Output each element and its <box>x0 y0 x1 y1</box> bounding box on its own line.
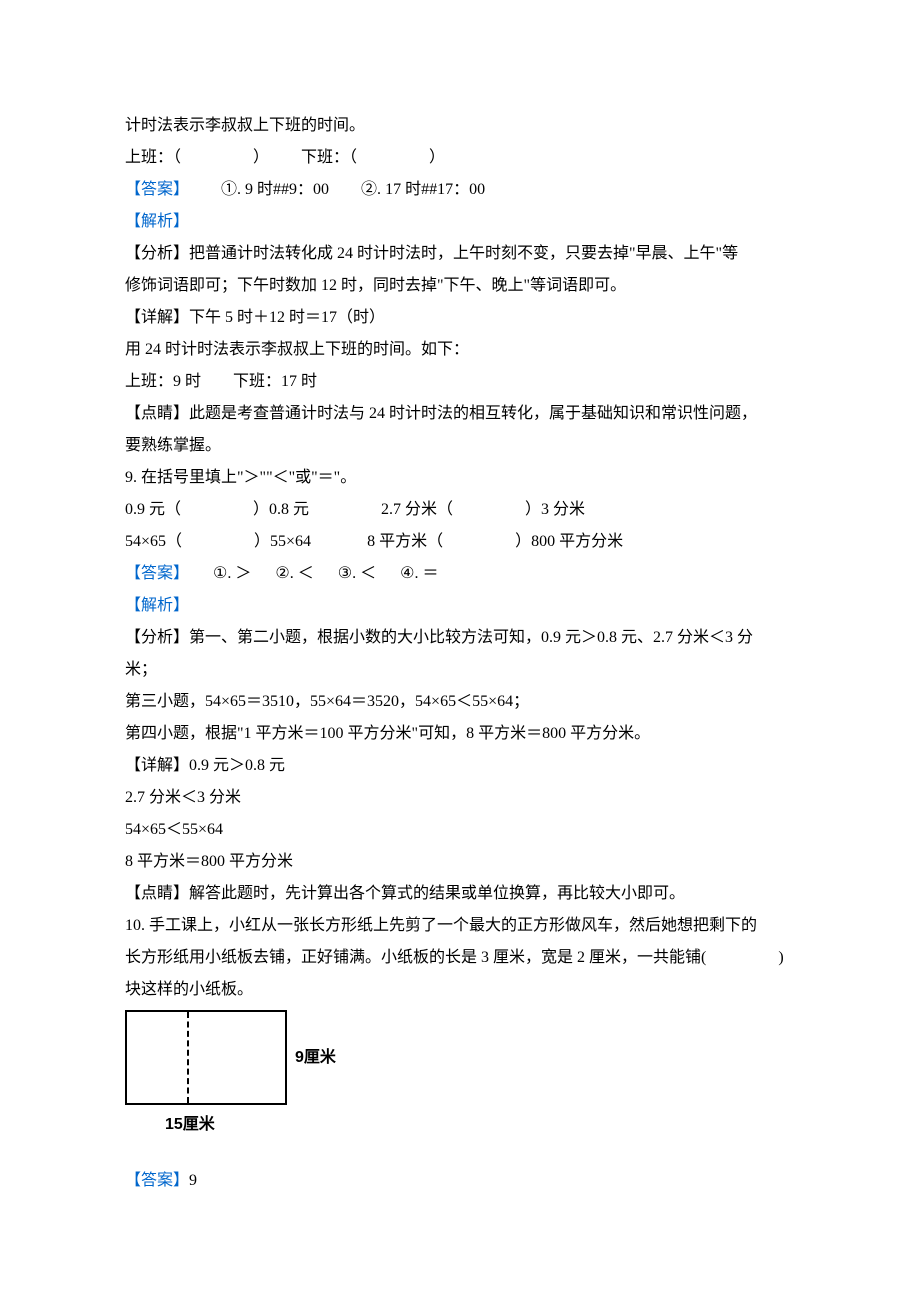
rect-right-part <box>189 1012 285 1103</box>
q9-row2: 54×65（ ）55×64 8 平方米（ ）800 平方分米 <box>125 526 795 558</box>
ans9-v3: ＜ <box>360 565 376 582</box>
explain-1-p1: 【点睛】此题是考查普通计时法与 24 时计时法的相互转化，属于基础知识和常识性问… <box>125 398 795 430</box>
explain-9-d2: 2.7 分米＜3 分米 <box>125 782 795 814</box>
explain-1-d3b: 下班：17 时 <box>233 373 317 390</box>
explain-label: 【解析】 <box>125 597 189 614</box>
answer-10: 【答案】9 <box>125 1165 795 1197</box>
q10-l2b: ) <box>778 949 783 966</box>
q10-line-2: 长方形纸用小纸板去铺，正好铺满。小纸板的长是 3 厘米，宽是 2 厘米，一共能铺… <box>125 942 795 974</box>
q9-r1b-post: ）3 分米 <box>525 501 585 518</box>
q9-r1b-pre: 2.7 分米（ <box>381 501 453 518</box>
q9-r2a-pre: 54×65（ <box>125 533 182 550</box>
q10-l2a: 长方形纸用小纸板去铺，正好铺满。小纸板的长是 3 厘米，宽是 2 厘米，一共能铺… <box>125 949 706 966</box>
explain-1-a1: 【分析】把普通计时法转化成 24 时计时法时，上午时刻不变，只要去掉"早晨、上午… <box>125 238 795 270</box>
intro-line-2: 上班：（ ） 下班：（ ） <box>125 142 795 174</box>
ans9-v2: ＜ <box>298 565 314 582</box>
q9-r2b-pre: 8 平方米（ <box>367 533 443 550</box>
explain-1-p2: 要熟练掌握。 <box>125 430 795 462</box>
explain-9-d3: 54×65＜55×64 <box>125 814 795 846</box>
explain-1-a2: 修饰词语即可；下午时数加 12 时，同时去掉"下午、晚上"等词语即可。 <box>125 270 795 302</box>
q10-line-1: 10. 手工课上，小红从一张长方形纸上先剪了一个最大的正方形做风车，然后她想把剩… <box>125 910 795 942</box>
q10-figure: 9厘米 15厘米 <box>125 1010 795 1141</box>
ans10-val: 9 <box>189 1172 197 1189</box>
explain-9-d4: 8 平方米＝800 平方分米 <box>125 846 795 878</box>
answer-label: 【答案】 <box>125 1172 189 1189</box>
q9-r2b-post: ）800 平方分米 <box>515 533 623 550</box>
explain-9-label: 【解析】 <box>125 590 795 622</box>
ans9-v4: ＝ <box>422 565 438 582</box>
answer-label: 【答案】 <box>125 565 189 582</box>
q9-title: 9. 在括号里填上"＞""＜"或"＝"。 <box>125 462 795 494</box>
q9-row1: 0.9 元（ ）0.8 元 2.7 分米（ ）3 分米 <box>125 494 795 526</box>
ans1-num2: ②. <box>361 181 381 198</box>
figure-height-label: 9厘米 <box>295 1042 336 1074</box>
work-off-prefix: 下班：（ <box>301 149 357 166</box>
intro-line-1: 计时法表示李叔叔上下班的时间。 <box>125 110 795 142</box>
work-on-prefix: 上班：（ <box>125 149 181 166</box>
work-off-close: ） <box>429 149 445 166</box>
ans9-n2: ②. <box>275 565 293 582</box>
ans9-n4: ④. <box>400 565 418 582</box>
q9-r2a-post: ）55×64 <box>254 533 311 550</box>
ans1-val1: 9 时##9：00 <box>245 181 329 198</box>
answer-9: 【答案】①. ＞②. ＜③. ＜④. ＝ <box>125 558 795 590</box>
explain-label: 【解析】 <box>125 213 189 230</box>
q9-r1a-pre: 0.9 元（ <box>125 501 181 518</box>
explain-1-d1: 【详解】下午 5 时＋12 时＝17（时） <box>125 302 795 334</box>
rect-left-part <box>127 1012 189 1103</box>
explain-9-a2: 米； <box>125 654 795 686</box>
ans1-num1: ①. <box>221 181 241 198</box>
explain-9-d1: 【详解】0.9 元＞0.8 元 <box>125 750 795 782</box>
answer-1: 【答案】 ①. 9 时##9：00 ②. 17 时##17：00 <box>125 174 795 206</box>
explain-1-d2: 用 24 时计时法表示李叔叔上下班的时间。如下： <box>125 334 795 366</box>
explain-9-a1: 【分析】第一、第二小题，根据小数的大小比较方法可知，0.9 元＞0.8 元、2.… <box>125 622 795 654</box>
q10-line-3: 块这样的小纸板。 <box>125 974 795 1006</box>
work-on-close: ） <box>253 149 269 166</box>
ans9-n3: ③. <box>338 565 356 582</box>
explain-1-d3: 上班：9 时 下班：17 时 <box>125 366 795 398</box>
explain-1-d3a: 上班：9 时 <box>125 373 201 390</box>
explain-9-a4: 第四小题，根据"1 平方米＝100 平方分米"可知，8 平方米＝800 平方分米… <box>125 718 795 750</box>
rect-outline <box>125 1010 287 1105</box>
explain-1-label: 【解析】 <box>125 206 795 238</box>
figure-width-label: 15厘米 <box>165 1109 795 1141</box>
ans1-val2: 17 时##17：00 <box>385 181 485 198</box>
ans9-n1: ①. <box>213 565 231 582</box>
q9-r1a-post: ）0.8 元 <box>253 501 309 518</box>
explain-9-p1: 【点睛】解答此题时，先计算出各个算式的结果或单位换算，再比较大小即可。 <box>125 878 795 910</box>
ans9-v1: ＞ <box>235 565 251 582</box>
explain-9-a3: 第三小题，54×65＝3510，55×64＝3520，54×65＜55×64； <box>125 686 795 718</box>
answer-label: 【答案】 <box>125 181 189 198</box>
